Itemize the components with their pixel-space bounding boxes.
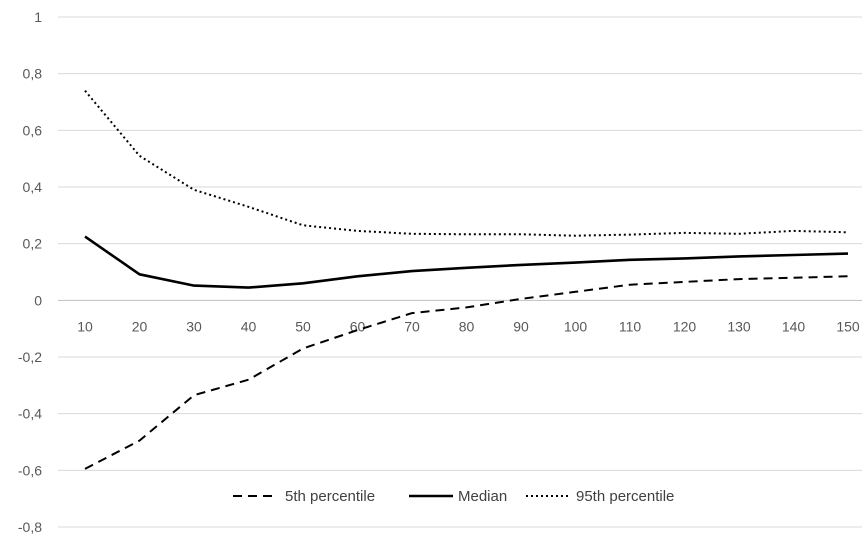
y-tick-label: 0 — [34, 292, 42, 308]
series-line-5th-percentile — [84, 275, 849, 470]
gridlines — [58, 16, 862, 528]
series-line-95th-percentile — [84, 90, 849, 237]
legend-item-5th-percentile: 5th percentile — [233, 488, 375, 505]
x-tick-label: 30 — [186, 318, 202, 334]
y-tick-label: 1 — [34, 9, 42, 25]
series-line-median — [84, 235, 849, 289]
y-tick-label: -0,8 — [18, 519, 42, 535]
x-tick-label: 100 — [564, 318, 588, 334]
x-tick-label: 130 — [727, 318, 751, 334]
legend: 5th percentile Median 95th percentile — [233, 488, 674, 505]
y-tick-label: -0,2 — [18, 349, 42, 365]
y-tick-label: 0,6 — [23, 122, 43, 138]
x-tick-label: 80 — [459, 318, 475, 334]
x-tick-label: 40 — [241, 318, 257, 334]
legend-item-95th-percentile: 95th percentile — [526, 488, 674, 505]
x-axis-tick-labels: 10 20 30 40 50 60 70 80 90 100 110 120 130 140 150 — [77, 318, 860, 334]
y-tick-label: 0,8 — [23, 66, 43, 82]
x-tick-label: 20 — [132, 318, 148, 334]
legend-label-95th-percentile: 95th percentile — [576, 488, 674, 505]
y-tick-label: -0,4 — [18, 406, 42, 422]
x-tick-label: 90 — [513, 318, 529, 334]
x-tick-label: 70 — [404, 318, 420, 334]
legend-label-median: Median — [458, 488, 507, 505]
x-tick-label: 120 — [673, 318, 697, 334]
x-tick-label: 60 — [350, 318, 366, 334]
x-tick-label: 150 — [836, 318, 860, 334]
legend-label-5th-percentile: 5th percentile — [285, 488, 375, 505]
x-tick-label: 10 — [77, 318, 93, 334]
y-axis-tick-labels: 1 0,8 0,6 0,4 0,2 0 -0,2 -0,4 -0,6 -0,8 — [18, 9, 42, 535]
legend-item-median: Median — [409, 488, 507, 505]
series-lines — [84, 90, 849, 470]
y-tick-label: -0,6 — [18, 462, 42, 478]
x-tick-label: 140 — [782, 318, 806, 334]
y-tick-label: 0,4 — [23, 179, 43, 195]
x-tick-label: 110 — [619, 318, 642, 334]
y-tick-label: 0,2 — [23, 236, 43, 252]
x-tick-label: 50 — [295, 318, 311, 334]
